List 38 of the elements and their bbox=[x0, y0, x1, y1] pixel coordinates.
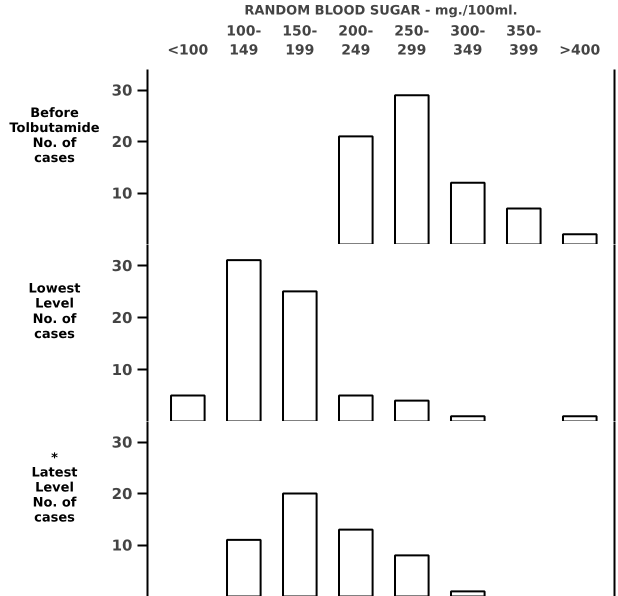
y-tick-label: 20 bbox=[112, 308, 132, 327]
x-tick-label: 100- 149 bbox=[226, 23, 262, 58]
y-tick-label: 30 bbox=[112, 82, 132, 100]
y-tick-label: 10 bbox=[112, 360, 132, 379]
bar bbox=[282, 492, 318, 596]
bar bbox=[394, 554, 430, 596]
x-tick-label: 350- 399 bbox=[506, 23, 542, 58]
bar bbox=[506, 207, 542, 244]
bar bbox=[338, 528, 374, 596]
x-tick-label: 250- 299 bbox=[394, 23, 430, 58]
bar bbox=[450, 182, 486, 244]
x-tick-label: 200- 249 bbox=[338, 23, 374, 58]
x-tick-label: >400 bbox=[559, 42, 601, 58]
y-tick-label: 10 bbox=[112, 184, 132, 203]
bar bbox=[226, 538, 262, 596]
bar bbox=[562, 233, 598, 244]
bar bbox=[338, 135, 374, 244]
y-axis-title: Lowest Level No. of cases bbox=[28, 282, 81, 342]
bar bbox=[394, 94, 430, 244]
bar bbox=[450, 590, 486, 596]
bar bbox=[226, 259, 262, 421]
bar bbox=[282, 290, 318, 421]
bar bbox=[338, 394, 374, 421]
y-tick-label: 20 bbox=[112, 133, 132, 152]
bar bbox=[450, 415, 486, 421]
y-tick-label: 10 bbox=[112, 536, 132, 555]
y-tick-label: 30 bbox=[112, 434, 132, 452]
bar bbox=[394, 400, 430, 421]
bar bbox=[562, 415, 598, 421]
y-axis-title: * Latest Level No. of cases bbox=[31, 450, 78, 526]
y-tick-label: 30 bbox=[112, 256, 132, 275]
x-tick-label: 300- 349 bbox=[450, 23, 486, 58]
x-tick-label: <100 bbox=[167, 42, 209, 58]
x-tick-label: 150- 199 bbox=[282, 23, 318, 58]
y-tick-label: 20 bbox=[112, 485, 132, 504]
bar bbox=[170, 394, 206, 421]
x-axis-title: RANDOM BLOOD SUGAR - mg./100ml. bbox=[244, 3, 518, 18]
y-axis-title: Before Tolbutamide No. of cases bbox=[9, 106, 100, 166]
